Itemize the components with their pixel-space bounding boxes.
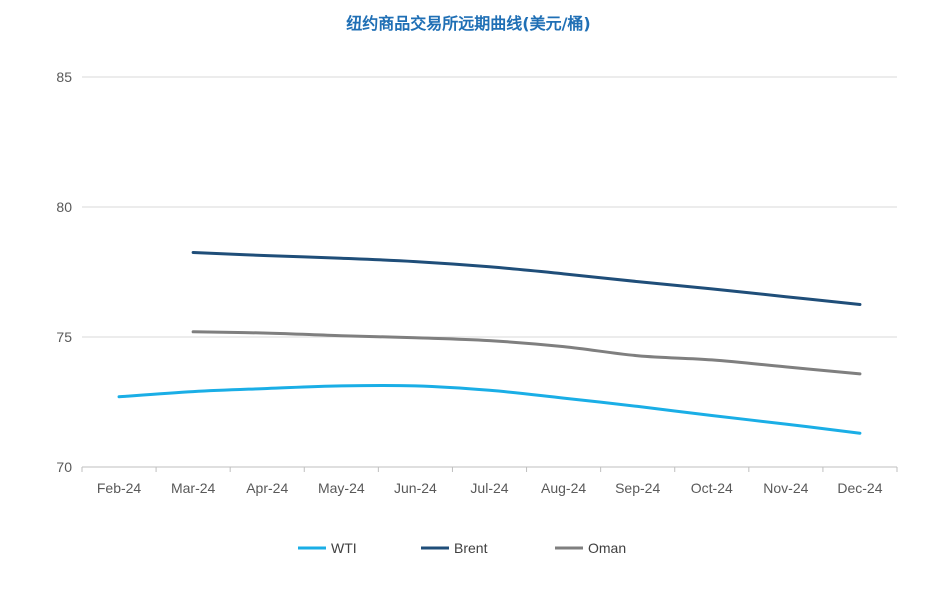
x-tick-labels: Feb-24 Mar-24 Apr-24 May-24 Jun-24 Jul-24 Aug-…	[97, 480, 883, 496]
legend: WTI Brent Oman	[298, 540, 626, 556]
series-lines	[117, 251, 862, 435]
x-tick-label: Aug-24	[541, 480, 586, 496]
axes	[81, 466, 898, 472]
x-tick-label: Oct-24	[691, 480, 733, 496]
x-tick-label: Jul-24	[470, 480, 508, 496]
x-tick-label: Nov-24	[763, 480, 808, 496]
x-tick-label: Dec-24	[837, 480, 882, 496]
x-tick-label: Sep-24	[615, 480, 660, 496]
gridlines	[82, 76, 897, 338]
y-tick-label: 80	[56, 199, 72, 215]
legend-label-oman: Oman	[588, 540, 626, 556]
x-tick-label: May-24	[318, 480, 365, 496]
x-tick-label: Mar-24	[171, 480, 216, 496]
y-tick-label: 85	[56, 69, 72, 85]
legend-label-wti: WTI	[331, 540, 357, 556]
chart-title: 纽约商品交易所远期曲线(美元/桶)	[346, 14, 591, 33]
y-tick-label: 75	[56, 329, 72, 345]
y-tick-labels: 70 75 80 85	[56, 69, 72, 475]
x-tick-label: Jun-24	[394, 480, 437, 496]
series-line-brent	[191, 251, 862, 306]
series-line-oman	[191, 330, 862, 376]
x-tick-label: Feb-24	[97, 480, 142, 496]
x-tick-label: Apr-24	[246, 480, 288, 496]
series-line-wti	[117, 383, 862, 435]
y-tick-label: 70	[56, 459, 72, 475]
legend-label-brent: Brent	[454, 540, 488, 556]
